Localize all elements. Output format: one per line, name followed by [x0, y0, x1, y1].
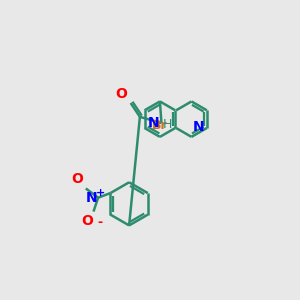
Text: O: O — [72, 172, 83, 186]
Text: O: O — [116, 87, 127, 101]
Text: Br: Br — [152, 119, 168, 132]
Text: N: N — [193, 120, 205, 134]
Text: +: + — [96, 188, 105, 198]
Text: N: N — [86, 191, 97, 205]
Text: O: O — [81, 214, 93, 228]
Text: H: H — [163, 118, 172, 131]
Text: N: N — [148, 116, 159, 130]
Text: -: - — [97, 216, 103, 229]
